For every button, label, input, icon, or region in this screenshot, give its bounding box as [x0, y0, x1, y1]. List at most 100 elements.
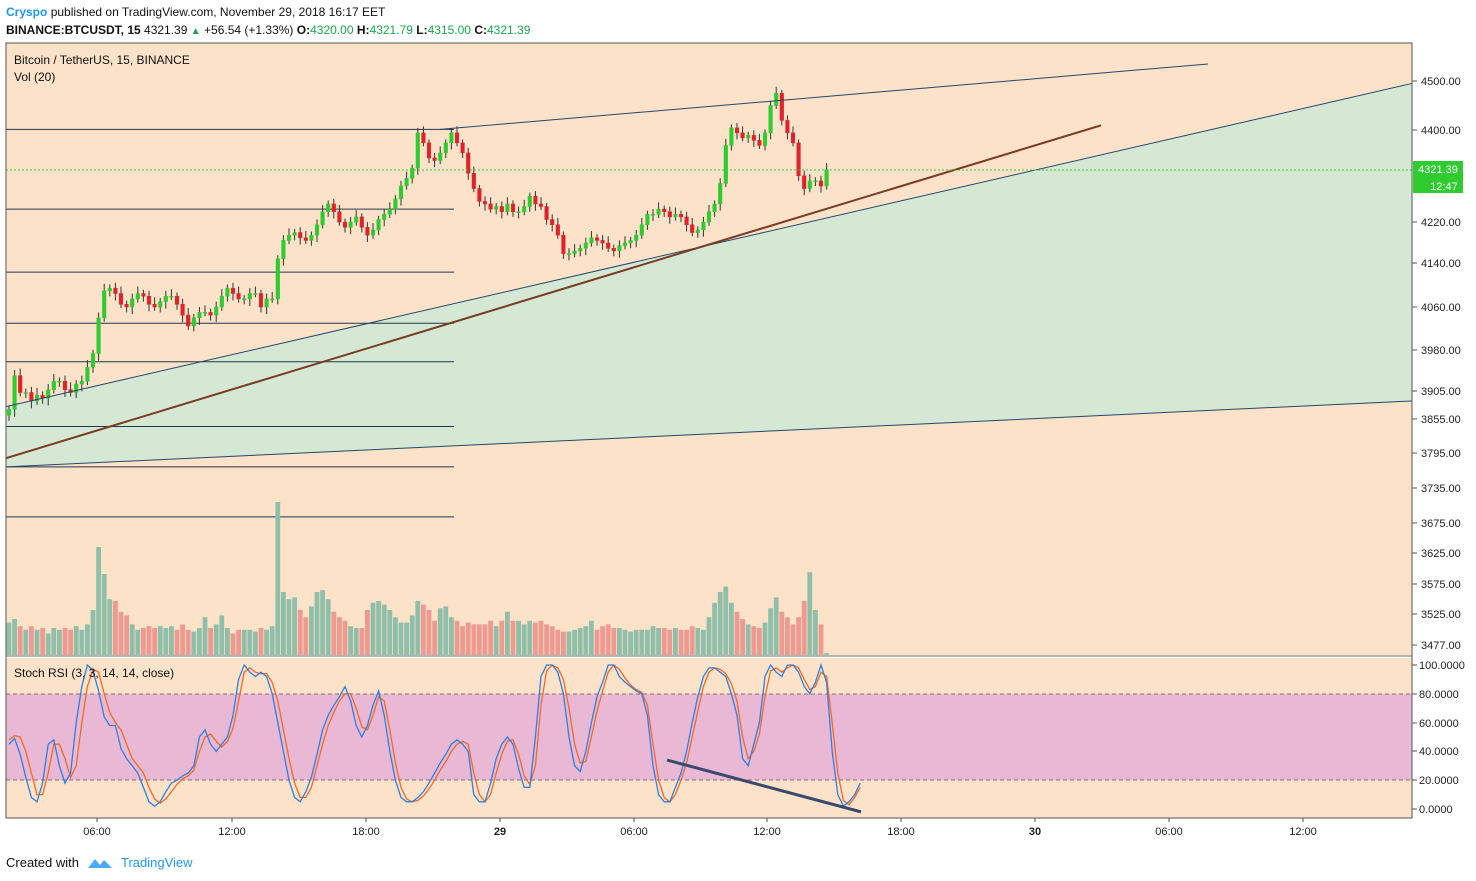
tradingview-logo-icon [87, 858, 112, 868]
candle-body [544, 206, 549, 220]
candle-body [107, 287, 112, 292]
time-tick-label: 06:00 [620, 826, 648, 838]
candle-body [818, 180, 824, 187]
candle-body [236, 293, 241, 300]
volume-bar [269, 626, 275, 655]
volume-bar [174, 629, 180, 655]
time-tick-label: 12:00 [1289, 826, 1317, 838]
candle-body [746, 135, 751, 139]
low-value: 4315.00 [427, 23, 471, 37]
volume-bar [101, 574, 107, 655]
candle-body [555, 224, 560, 236]
candle-body [572, 250, 577, 254]
candle-body [51, 381, 56, 390]
candle-body [29, 392, 34, 402]
volume-bar [505, 611, 510, 655]
candle-body [370, 229, 376, 236]
volume-bar [135, 629, 141, 655]
close-label: C: [474, 23, 487, 37]
volume-bar [555, 629, 561, 655]
price-tick-label: 3795.00 [1421, 448, 1461, 460]
volume-bar [807, 572, 813, 655]
tradingview-link[interactable]: TradingView [120, 855, 193, 870]
candle-body [258, 293, 264, 308]
candle-body [247, 293, 252, 300]
candle-body [404, 178, 409, 187]
volume-bar [684, 629, 689, 655]
candle-body [712, 203, 717, 212]
candle-body [309, 234, 314, 241]
volume-bar [813, 610, 818, 655]
rsi-tick-label: 20.0000 [1419, 775, 1459, 787]
volume-bar [577, 628, 583, 655]
candle-body [438, 152, 443, 161]
candle-body [62, 381, 68, 390]
candle-body [415, 132, 420, 169]
volume-bar [499, 620, 505, 655]
candle-body [796, 142, 801, 177]
volume-bar [600, 626, 605, 655]
price-change: +56.54 (+1.33%) [204, 23, 294, 37]
candle-body [12, 375, 17, 410]
candle-body [510, 203, 516, 212]
volume-bar [533, 622, 538, 655]
volume-bar [57, 629, 62, 655]
volume-bar [359, 628, 365, 655]
volume-bar [292, 597, 297, 655]
volume-label: Vol (20) [14, 70, 55, 84]
candle-body [303, 237, 308, 241]
volume-bar [387, 610, 393, 655]
candle-body [253, 293, 258, 295]
candle-body [85, 367, 90, 382]
rsi-band [6, 694, 1412, 780]
volume-bar [409, 615, 415, 655]
candle-body [706, 211, 712, 223]
volume-bar [219, 615, 225, 655]
volume-bars [6, 502, 829, 655]
volume-bar [678, 629, 684, 655]
volume-bar [460, 626, 465, 655]
chart-canvas[interactable]: 4500.00 4400.00 4220.00 4140.00 4060.00 3980.… [0, 40, 1476, 850]
volume-bar [426, 610, 432, 655]
price-axis[interactable] [1412, 43, 1470, 818]
candle-body [270, 298, 275, 301]
candle-body [124, 304, 129, 308]
candle-body [522, 206, 527, 212]
volume-bar [796, 617, 801, 655]
volume-bar [152, 628, 157, 655]
candle-body [454, 132, 460, 144]
author-link[interactable]: Cryspo [6, 5, 48, 19]
candle-body [219, 295, 224, 308]
volume-bar [745, 624, 751, 655]
volume-bar [297, 610, 303, 655]
price-axis-labels: 4500.00 4400.00 4220.00 4140.00 4060.00 3980.… [1412, 76, 1461, 652]
candle-body [790, 132, 796, 144]
candle-body [550, 219, 555, 225]
candle-body [734, 127, 740, 134]
candle-body [634, 234, 639, 241]
candle-body [96, 317, 101, 354]
volume-bar [510, 620, 516, 655]
volume-bar [275, 502, 281, 655]
candle-body [639, 224, 644, 236]
volume-bar [544, 624, 549, 655]
volume-bar [785, 617, 790, 655]
volume-bar [639, 629, 645, 655]
volume-bar [633, 629, 639, 655]
volume-bar [695, 628, 701, 655]
volume-bar [17, 626, 23, 655]
volume-bar [51, 628, 57, 655]
volume-bar [146, 626, 152, 655]
volume-bar [712, 602, 717, 655]
time-tick-label: 30 [1029, 826, 1041, 838]
candle-body [662, 208, 667, 212]
candle-body [342, 221, 348, 228]
volume-bar [605, 624, 611, 655]
volume-bar [454, 620, 460, 655]
candle-body [617, 245, 622, 252]
candle-body [779, 92, 784, 121]
candle-body [695, 229, 700, 233]
price-tick-label: 3855.00 [1421, 414, 1461, 426]
volume-bar [404, 622, 409, 655]
divergence-line [666, 758, 862, 814]
